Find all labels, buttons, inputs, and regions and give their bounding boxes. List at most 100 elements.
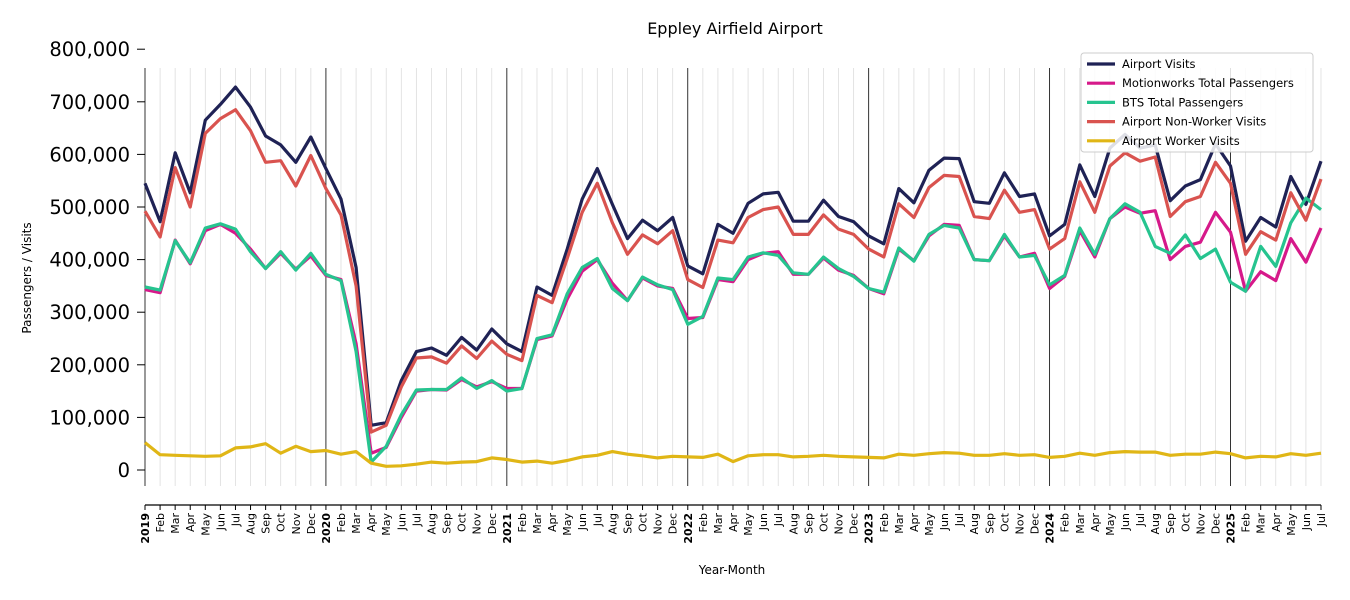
x-tick-label: May <box>380 513 393 536</box>
x-tick-label: Oct <box>817 512 830 532</box>
x-tick-label: Jun <box>1300 513 1313 531</box>
x-tick-label: Mar <box>1074 513 1087 534</box>
x-tick-label: Feb <box>878 513 891 532</box>
x-tick-label: Sep <box>441 513 454 534</box>
x-tick-label: Jul <box>772 513 785 527</box>
legend: Airport Visits Motionworks Total Passenge… <box>1080 52 1314 153</box>
x-tick-label: Dec <box>848 513 861 534</box>
y-tick-label: 500,000 <box>49 196 130 219</box>
x-tick-label: Dec <box>486 513 499 534</box>
x-tick-label: Apr <box>546 513 559 533</box>
x-tick-label: Sep <box>802 513 815 534</box>
series-line-bts-total-passengers <box>144 196 1322 464</box>
x-tick-label: Jun <box>1119 513 1132 531</box>
x-tick-label: Dec <box>305 513 318 534</box>
x-tick-label: Feb <box>154 513 167 532</box>
x-tick-label: 2023 <box>863 513 876 544</box>
legend-label: Airport Non-Worker Visits <box>1122 115 1266 129</box>
x-tick-label: Aug <box>787 513 800 534</box>
x-tick-label: May <box>742 513 755 536</box>
x-tick-label: Mar <box>712 513 725 534</box>
x-tick-label: Jul <box>591 513 604 527</box>
x-tick-label: Nov <box>833 513 846 535</box>
x-tick-label: May <box>199 513 212 536</box>
x-tick-label: Aug <box>1149 513 1162 534</box>
x-tick-label: Jul <box>1134 513 1147 527</box>
x-tick-label: Jun <box>938 513 951 531</box>
y-axis-label: Passengers / Visits <box>20 222 34 333</box>
x-tick-label: May <box>1285 513 1298 536</box>
x-tick-label: Mar <box>169 513 182 534</box>
series-line-airport-non-worker-visits <box>143 108 1323 434</box>
y-tick-label: 700,000 <box>49 91 130 114</box>
x-tick-label: Apr <box>1270 513 1283 533</box>
x-axis: 2019 Feb Mar Apr May Jun Jul Aug Sep Oct Nov Dec 202… <box>139 504 1328 544</box>
x-tick-label: Aug <box>425 513 438 534</box>
x-tick-label: Oct <box>637 512 650 532</box>
legend-label: Airport Visits <box>1122 57 1196 71</box>
x-tick-label: Mar <box>531 513 544 534</box>
x-tick-label: 2021 <box>501 513 514 544</box>
legend-box <box>1080 52 1314 153</box>
legend-label: BTS Total Passengers <box>1122 95 1243 109</box>
x-tick-label: 2025 <box>1225 513 1238 544</box>
x-tick-label: Apr <box>727 513 740 533</box>
x-tick-label: Feb <box>1240 513 1253 532</box>
y-tick-label: 200,000 <box>49 354 130 377</box>
x-tick-label: Jul <box>953 513 966 527</box>
x-tick-label: Apr <box>365 513 378 533</box>
x-tick-label: Sep <box>1164 513 1177 534</box>
x-tick-label: Jun <box>576 513 589 531</box>
x-tick-label: Dec <box>1209 513 1222 534</box>
y-tick-label: 800,000 <box>49 38 130 61</box>
x-tick-label: Nov <box>1013 513 1026 535</box>
x-tick-label: Sep <box>983 513 996 534</box>
x-tick-label: Oct <box>1179 512 1192 532</box>
x-tick-label: Sep <box>621 513 634 534</box>
chart-title: Eppley Airfield Airport <box>647 19 823 38</box>
x-tick-label: May <box>923 513 936 536</box>
x-tick-label: 2020 <box>320 513 333 544</box>
x-tick-label: Nov <box>290 513 303 535</box>
x-tick-label: Jun <box>214 513 227 531</box>
x-tick-label: Feb <box>516 513 529 532</box>
y-axis: 0 100,000 200,000 300,000 400,000 500,000 600,… <box>49 38 145 482</box>
x-tick-label: Mar <box>893 513 906 534</box>
x-tick-label: Nov <box>471 513 484 535</box>
x-axis-label: Year-Month <box>698 563 766 577</box>
y-tick-label: 400,000 <box>49 249 130 272</box>
x-tick-label: Mar <box>350 513 363 534</box>
x-tick-label: Feb <box>697 513 710 532</box>
x-tick-label: Oct <box>275 512 288 532</box>
x-tick-label: Aug <box>968 513 981 534</box>
y-tick-label: 300,000 <box>49 301 130 324</box>
x-tick-label: 2019 <box>139 513 152 544</box>
x-tick-label: Jul <box>229 513 242 527</box>
x-tick-label: Oct <box>456 512 469 532</box>
x-tick-label: Apr <box>908 513 921 533</box>
x-tick-label: 2022 <box>682 513 695 544</box>
x-tick-label: Feb <box>335 513 348 532</box>
x-tick-label: Aug <box>606 513 619 534</box>
x-tick-label: Nov <box>652 513 665 535</box>
x-tick-label: Mar <box>1255 513 1268 534</box>
x-tick-label: Oct <box>998 512 1011 532</box>
x-tick-label: Jun <box>757 513 770 531</box>
legend-label: Airport Worker Visits <box>1122 134 1240 148</box>
x-tick-label: Feb <box>1059 513 1072 532</box>
x-tick-label: May <box>1104 513 1117 536</box>
x-tick-label: May <box>561 513 574 536</box>
y-tick-label: 0 <box>118 459 130 482</box>
x-tick-label: Jul <box>1315 513 1328 527</box>
x-tick-label: 2024 <box>1044 513 1057 544</box>
x-tick-label: Dec <box>1029 513 1042 534</box>
series-line-airport-worker-visits <box>143 441 1322 468</box>
y-tick-label: 600,000 <box>49 143 130 166</box>
x-tick-label: Jul <box>410 513 423 527</box>
x-tick-label: Dec <box>667 513 680 534</box>
x-tick-label: Apr <box>1089 513 1102 533</box>
legend-label: Motionworks Total Passengers <box>1122 76 1294 90</box>
x-tick-label: Jun <box>395 513 408 531</box>
x-tick-label: Apr <box>184 513 197 533</box>
